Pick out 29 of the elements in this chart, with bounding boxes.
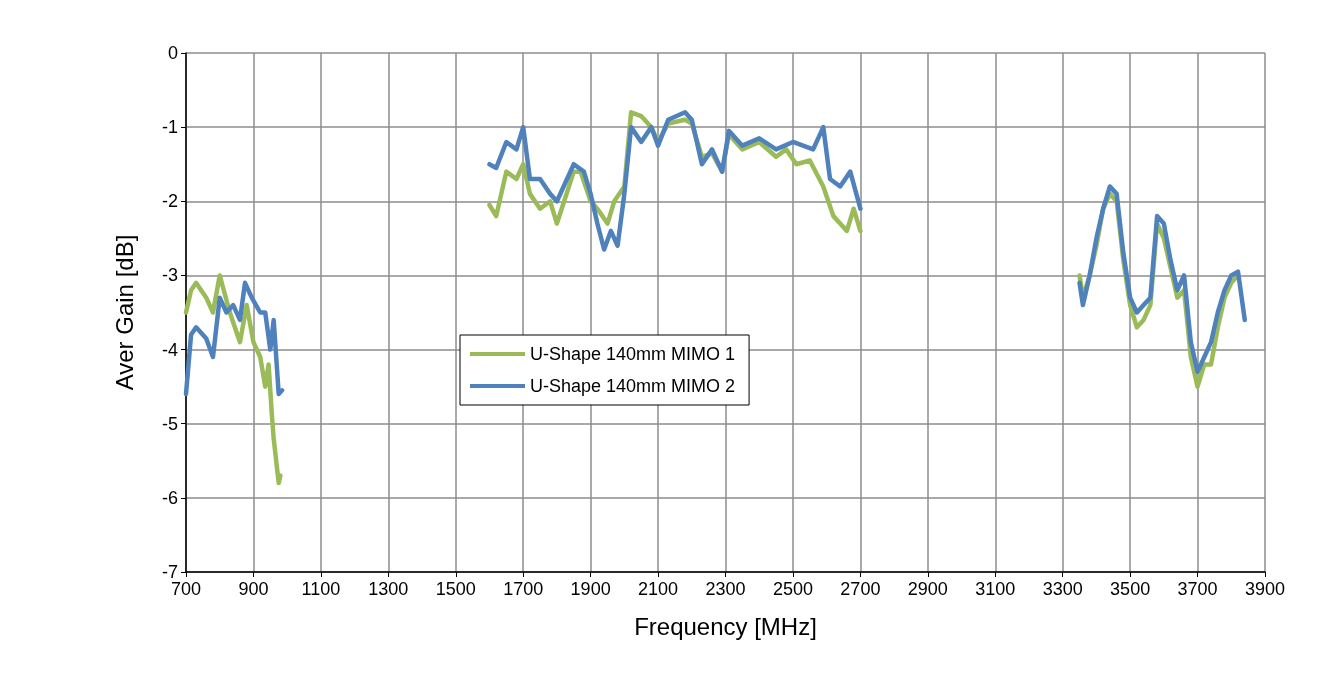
y-axis-title: Aver Gain [dB] [110,234,138,391]
x-tick-label: 2300 [705,579,746,599]
x-tick-label: 2700 [840,579,881,599]
x-tick-label: 1900 [570,579,611,599]
x-tick-label: 2500 [772,579,813,599]
y-tick-label: -5 [161,413,178,434]
y-tick-label: -6 [161,487,178,508]
x-tick-label: 1100 [301,579,341,599]
legend-label: U-Shape 140mm MIMO 2 [530,376,736,396]
x-tick-label: 2900 [907,579,948,599]
y-tick-label: -3 [161,265,178,286]
x-tick-label: 3700 [1177,579,1218,599]
x-tick-label: 1500 [435,579,476,599]
x-tick-label: 1700 [503,579,544,599]
x-tick-label: 1300 [368,579,409,599]
x-tick-label: 900 [238,579,269,599]
x-axis-title: Frequency [MHz] [634,612,817,640]
y-tick-label: -2 [161,191,178,212]
x-tick-label: 2100 [638,579,679,599]
y-tick-label: -1 [161,117,178,138]
x-tick-label: 3900 [1244,579,1286,599]
x-tick-label: 3300 [1042,579,1083,599]
x-tick-label: 700 [170,579,202,599]
y-tick-label: -4 [161,339,178,360]
x-tick-label: 3100 [975,579,1016,599]
y-tick-label: -7 [161,562,178,582]
x-tick-label: 3500 [1110,579,1151,599]
y-tick-label: 0 [167,43,178,63]
legend-label: U-Shape 140mm MIMO 1 [530,344,736,364]
